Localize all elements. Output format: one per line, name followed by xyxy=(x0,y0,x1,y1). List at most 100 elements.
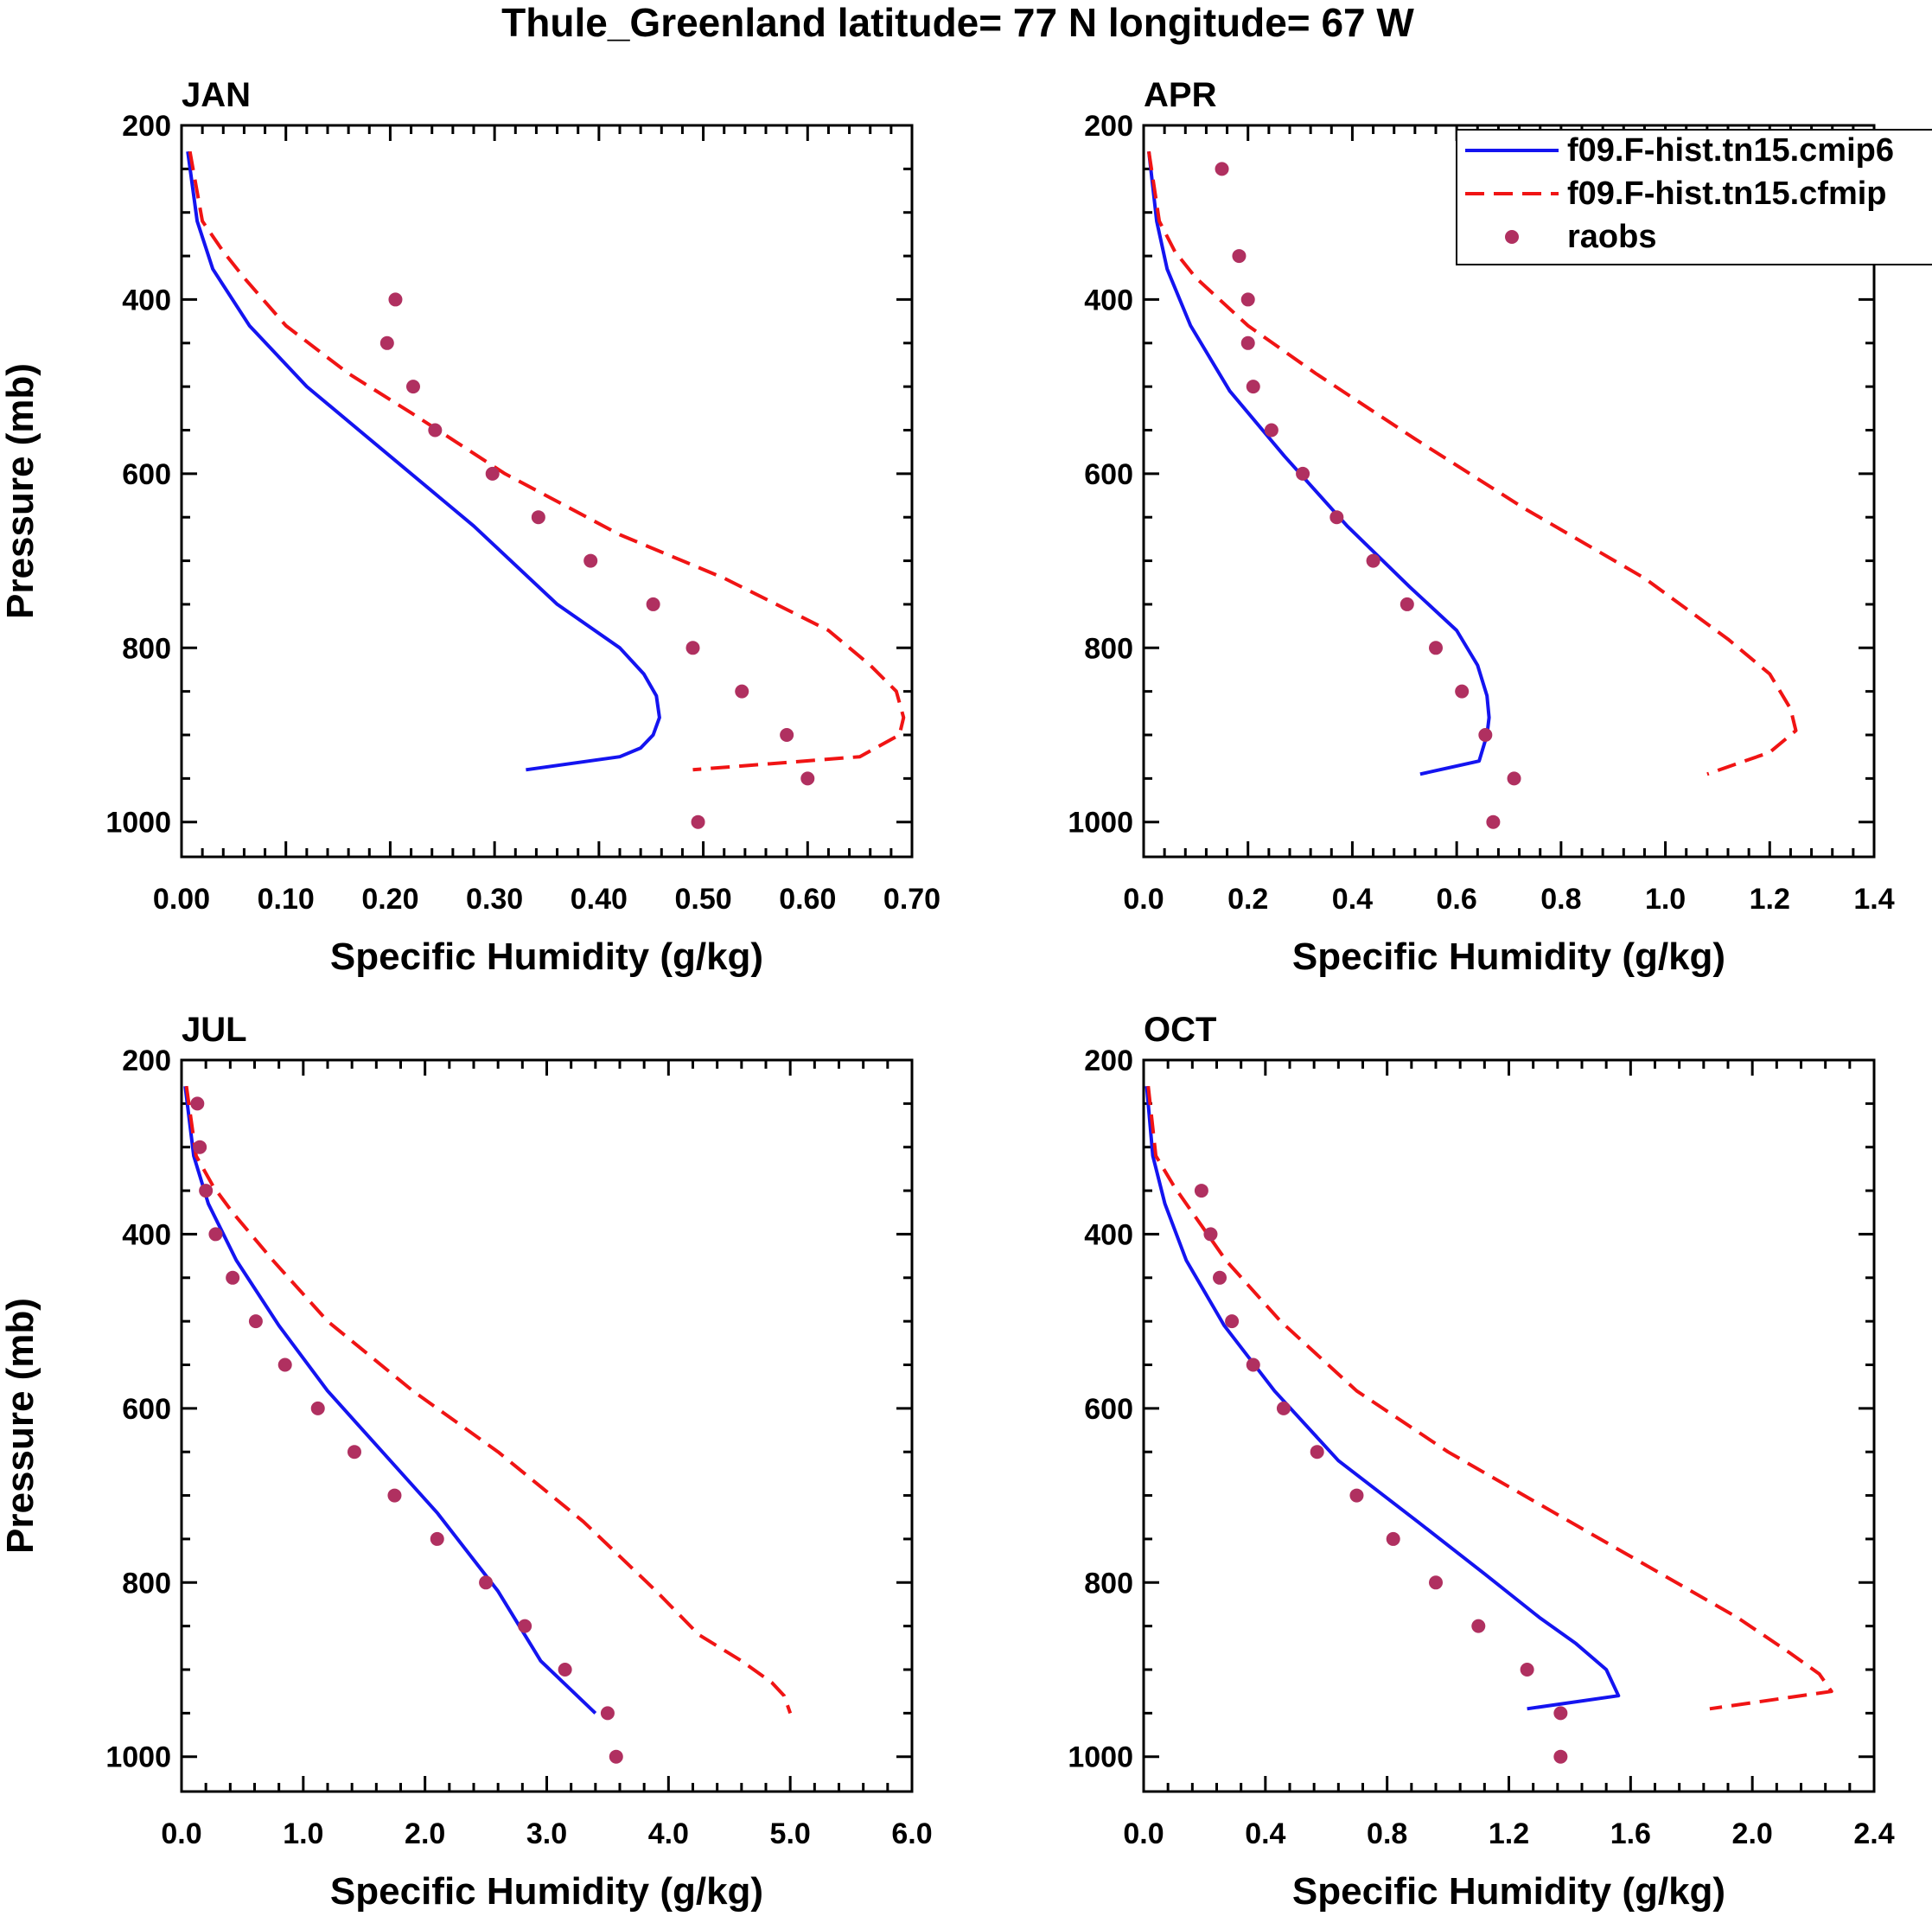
panel-apr: APR 0.0 0.2 0.4 0.6 0.8 1.0 1.2 1.4 200 400 600 800 1… xyxy=(1068,76,1932,978)
y-tick-label: 1000 xyxy=(1068,1741,1133,1774)
y-tick-label: 800 xyxy=(1084,1567,1133,1600)
raobs-point xyxy=(800,771,815,786)
raobs-point xyxy=(347,1445,361,1460)
series-line-cmip6 xyxy=(1145,1086,1621,1711)
raobs-point xyxy=(1366,553,1380,568)
raobs-point xyxy=(1478,728,1493,742)
x-tick-label: 1.6 xyxy=(1610,1817,1651,1850)
raobs-point xyxy=(428,423,443,438)
x-tick-label: 0.4 xyxy=(1245,1817,1285,1850)
y-tick-label: 400 xyxy=(122,1218,171,1251)
y-tick-label: 200 xyxy=(122,110,171,143)
panel-title: JUL xyxy=(182,1011,247,1049)
raobs-point xyxy=(735,684,749,699)
raobs-point xyxy=(558,1663,572,1677)
x-tick-label: 2.0 xyxy=(405,1817,445,1850)
x-tick-label: 0.2 xyxy=(1227,883,1268,916)
raobs-point xyxy=(600,1706,615,1721)
y-tick-label: 400 xyxy=(122,284,171,316)
y-tick-label: 200 xyxy=(1084,1044,1133,1077)
y-tick-label: 600 xyxy=(122,1393,171,1426)
panel-jan: JAN 0.00 0.10 0.20 0.30 0.40 0.50 0.60 0.70 200 40… xyxy=(0,76,940,978)
raobs-point xyxy=(277,1357,292,1372)
raobs-point xyxy=(1246,380,1260,394)
x-tick-label: 5.0 xyxy=(770,1817,811,1850)
x-tick-label: 0.8 xyxy=(1540,883,1581,916)
raobs-point xyxy=(310,1401,325,1415)
panel-oct: OCT 0.0 0.4 0.8 1.2 1.6 2.0 2.4 200 400 600 800 1000… xyxy=(1068,1011,1894,1913)
raobs-point xyxy=(193,1140,207,1154)
raobs-point xyxy=(1386,1531,1400,1546)
raobs-point xyxy=(1296,466,1310,481)
x-tick-label: 0.10 xyxy=(258,883,315,916)
panel-jul: JUL 0.0 1.0 2.0 3.0 4.0 5.0 6.0 200 400 600 800 1000… xyxy=(0,1011,933,1913)
x-axis-label: Specific Humidity (g/kg) xyxy=(330,936,763,978)
raobs-point xyxy=(1264,423,1278,438)
raobs-point xyxy=(430,1531,444,1546)
x-tick-label: 1.0 xyxy=(283,1817,323,1850)
x-tick-label: 0.30 xyxy=(466,883,523,916)
raobs-point xyxy=(780,728,794,742)
legend-label: f09.F-hist.tn15.cfmip xyxy=(1567,176,1887,212)
raobs-point xyxy=(1400,597,1414,611)
raobs-point xyxy=(226,1270,240,1285)
raobs-point xyxy=(646,597,660,611)
raobs-point xyxy=(1553,1749,1568,1764)
x-tick-label: 1.4 xyxy=(1853,883,1894,916)
raobs-point xyxy=(199,1184,214,1198)
x-tick-label: 0.00 xyxy=(153,883,210,916)
plot-frame xyxy=(180,1058,914,1793)
legend-label: f09.F-hist.tn15.cmip6 xyxy=(1567,132,1894,169)
x-tick-label: 0.40 xyxy=(571,883,628,916)
raobs-point xyxy=(387,1488,402,1503)
series-line-cfmip xyxy=(1147,150,1798,776)
x-tick-label: 0.0 xyxy=(161,1817,201,1850)
panel-title: OCT xyxy=(1144,1011,1216,1049)
raobs-point xyxy=(1507,771,1521,786)
x-tick-label: 0.60 xyxy=(779,883,836,916)
raobs-point xyxy=(691,814,705,829)
y-tick-label: 800 xyxy=(122,1567,171,1600)
raobs-point xyxy=(1240,335,1255,350)
x-tick-label: 6.0 xyxy=(891,1817,932,1850)
raobs-point xyxy=(583,553,598,568)
raobs-point xyxy=(1471,1619,1486,1633)
raobs-point xyxy=(609,1749,623,1764)
raobs-point xyxy=(388,292,403,307)
raobs-point xyxy=(1213,1270,1227,1285)
y-axis-label: Pressure (mb) xyxy=(0,1298,41,1554)
series-line-cfmip xyxy=(184,1085,793,1715)
x-tick-label: 0.70 xyxy=(883,883,940,916)
raobs-point xyxy=(1215,162,1229,176)
raobs-point xyxy=(1520,1663,1534,1677)
y-tick-label: 200 xyxy=(122,1044,171,1077)
series-line-cfmip xyxy=(1146,1085,1833,1711)
y-tick-label: 600 xyxy=(122,458,171,491)
raobs-point xyxy=(1429,1575,1443,1590)
y-tick-label: 1000 xyxy=(105,1741,171,1774)
y-axis-label: Pressure (mb) xyxy=(0,363,41,619)
raobs-point xyxy=(1310,1445,1324,1460)
raobs-point xyxy=(190,1096,205,1111)
panel-title: JAN xyxy=(182,76,251,114)
raobs-point xyxy=(1203,1227,1218,1242)
raobs-point xyxy=(485,466,500,481)
raobs-point xyxy=(1429,641,1443,655)
figure-title: Thule_Greenland latitude= 77 N longitude… xyxy=(501,0,1414,45)
panel-title: APR xyxy=(1144,76,1217,114)
raobs-point xyxy=(1246,1357,1260,1372)
series-line-cmip6 xyxy=(186,150,661,772)
x-tick-label: 0.20 xyxy=(361,883,418,916)
y-tick-label: 600 xyxy=(1084,1393,1133,1426)
raobs-point xyxy=(1194,1184,1208,1198)
raobs-point xyxy=(208,1227,223,1242)
x-tick-label: 2.0 xyxy=(1732,1817,1773,1850)
raobs-point xyxy=(518,1619,532,1633)
raobs-point xyxy=(248,1314,263,1329)
raobs-point xyxy=(405,380,420,394)
x-tick-label: 2.4 xyxy=(1853,1817,1894,1850)
y-tick-label: 600 xyxy=(1084,458,1133,491)
raobs-point xyxy=(685,641,700,655)
raobs-point xyxy=(1276,1401,1291,1415)
